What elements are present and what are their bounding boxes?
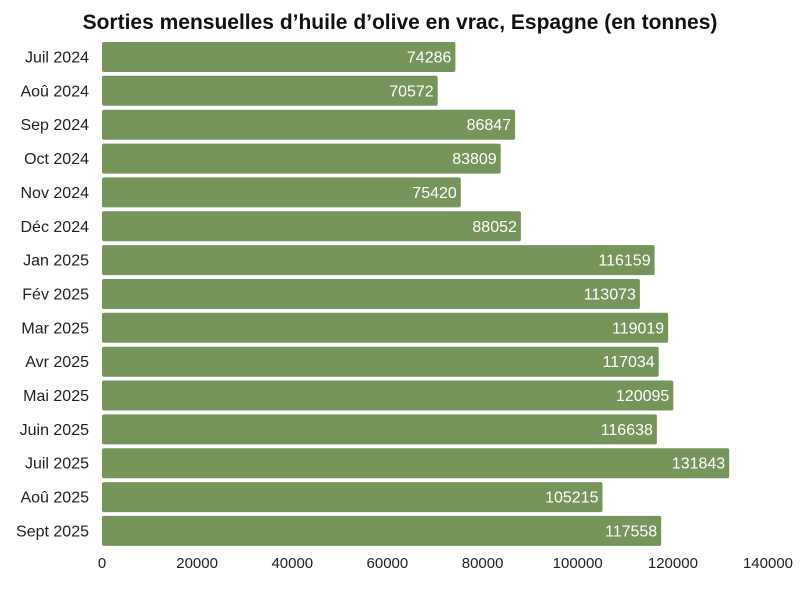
bar-4 (102, 177, 461, 208)
bar-0 (102, 42, 456, 72)
x-tick-label-6: 120000 (648, 555, 698, 572)
bar-13 (102, 482, 603, 513)
category-label-11: Juin 2025 (20, 422, 89, 439)
value-label-8: 119019 (612, 320, 664, 337)
x-tick-label-3: 60000 (367, 555, 409, 572)
category-label-9: Avr 2025 (25, 354, 89, 371)
x-tick-label-0: 0 (98, 555, 106, 572)
value-label-13: 105215 (545, 490, 598, 507)
value-label-5: 88052 (472, 219, 517, 236)
value-label-10: 120095 (616, 388, 669, 405)
category-label-10: Mai 2025 (23, 388, 89, 405)
value-label-4: 75420 (412, 185, 457, 202)
bar-3 (102, 143, 501, 174)
bar-1 (102, 75, 438, 106)
category-label-5: Déc 2024 (21, 219, 90, 236)
category-label-7: Fév 2025 (22, 287, 89, 304)
value-label-2: 86847 (467, 117, 512, 134)
category-label-3: Oct 2024 (24, 151, 89, 168)
bar-6 (102, 245, 655, 276)
x-tick-label-4: 80000 (462, 555, 504, 572)
bar-11 (102, 414, 657, 445)
chart-title: Sorties mensuelles d’huile d’olive en vr… (83, 11, 718, 34)
value-label-3: 83809 (452, 151, 497, 168)
bar-9 (102, 346, 659, 377)
bar-5 (102, 211, 521, 242)
bar-7 (102, 279, 640, 309)
bars-group (102, 42, 730, 546)
value-label-14: 117558 (605, 523, 657, 540)
bar-10 (102, 380, 674, 411)
x-axis-tick-labels: 0 20000 40000 60000 80000 100000 120000 140000 (98, 555, 793, 572)
value-label-11: 116638 (601, 422, 653, 439)
bar-12 (102, 448, 730, 479)
x-tick-label-7: 140000 (743, 555, 793, 572)
category-label-2: Sep 2024 (20, 117, 89, 134)
bar-14 (102, 515, 662, 546)
value-labels: 74286 70572 86847 83809 75420 88052 116159 1130… (389, 50, 725, 541)
x-tick-label-5: 100000 (553, 555, 603, 572)
value-label-1: 70572 (389, 83, 434, 100)
category-label-14: Sept 2025 (16, 523, 89, 540)
value-label-0: 74286 (407, 50, 452, 67)
category-label-12: Juil 2025 (25, 456, 89, 473)
category-label-1: Aoû 2024 (20, 83, 89, 100)
value-label-12: 131843 (672, 456, 725, 473)
bar-8 (102, 312, 669, 343)
category-labels: Juil 2024 Aoû 2024 Sep 2024 Oct 2024 Nov 202… (16, 50, 89, 541)
category-label-0: Juil 2024 (25, 50, 89, 67)
category-label-8: Mar 2025 (21, 320, 89, 337)
x-tick-label-2: 40000 (271, 555, 313, 572)
value-label-7: 113073 (584, 287, 636, 304)
value-label-9: 117034 (602, 354, 654, 371)
value-label-6: 116159 (598, 253, 650, 270)
category-label-6: Jan 2025 (23, 253, 89, 270)
category-label-4: Nov 2024 (21, 185, 90, 202)
x-tick-label-1: 20000 (176, 555, 218, 572)
bar-2 (102, 109, 516, 140)
category-label-13: Aoû 2025 (20, 490, 89, 507)
